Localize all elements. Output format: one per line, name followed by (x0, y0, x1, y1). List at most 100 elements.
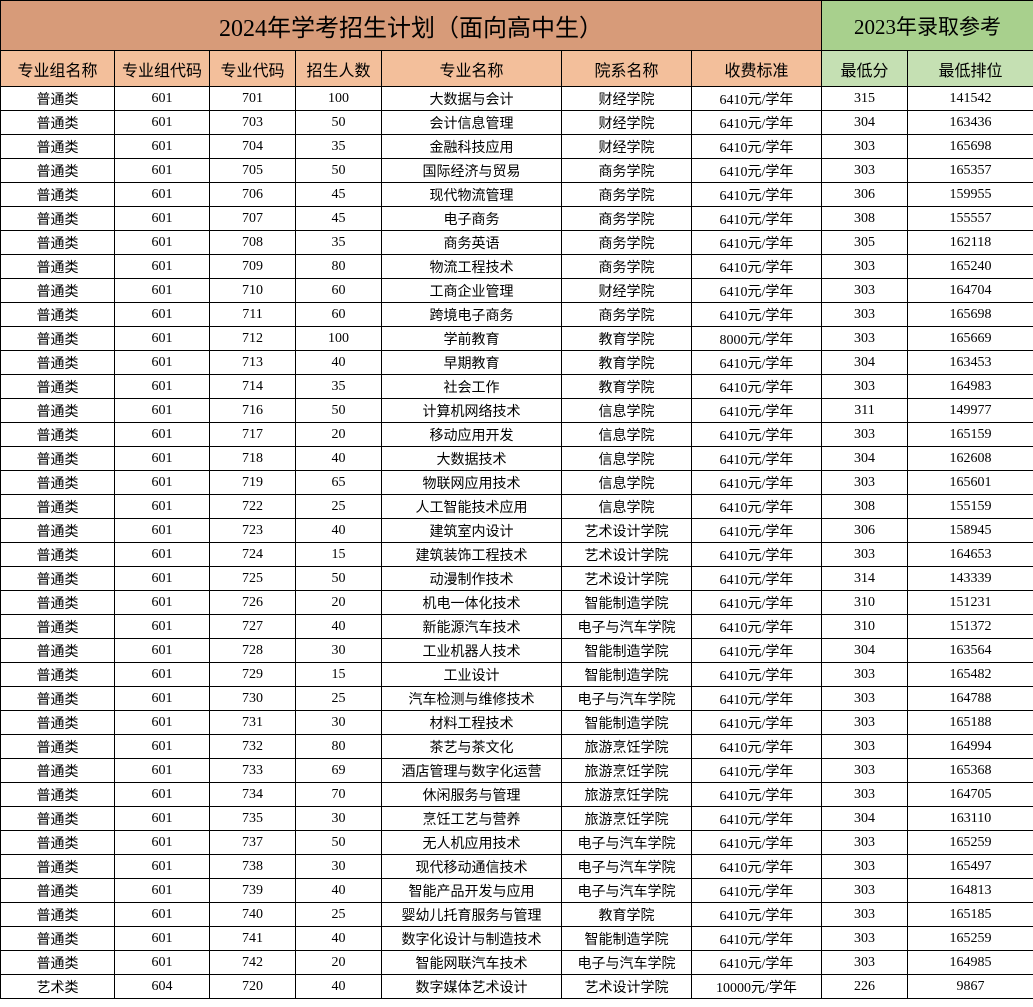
table-cell: 烹饪工艺与营养 (382, 807, 562, 831)
table-cell: 普通类 (1, 903, 115, 927)
header-major-name: 专业名称 (382, 51, 562, 87)
table-cell: 现代移动通信技术 (382, 855, 562, 879)
table-cell: 普通类 (1, 471, 115, 495)
table-row: 普通类60174025婴幼儿托育服务与管理教育学院6410元/学年3031651… (1, 903, 1033, 927)
table-cell: 旅游烹饪学院 (562, 759, 692, 783)
table-cell: 151231 (908, 591, 1033, 615)
table-cell: 6410元/学年 (692, 591, 822, 615)
table-cell: 704 (210, 135, 296, 159)
table-cell: 163110 (908, 807, 1033, 831)
table-cell: 165188 (908, 711, 1033, 735)
table-cell: 601 (115, 495, 210, 519)
table-cell: 普通类 (1, 135, 115, 159)
table-cell: 商务学院 (562, 159, 692, 183)
table-cell: 6410元/学年 (692, 279, 822, 303)
table-cell: 601 (115, 111, 210, 135)
table-cell: 739 (210, 879, 296, 903)
table-cell: 706 (210, 183, 296, 207)
table-cell: 303 (822, 951, 908, 975)
table-cell: 跨境电子商务 (382, 303, 562, 327)
table-cell: 310 (822, 615, 908, 639)
table-cell: 303 (822, 543, 908, 567)
table-cell: 601 (115, 783, 210, 807)
table-cell: 普通类 (1, 327, 115, 351)
table-cell: 45 (296, 207, 382, 231)
table-row: 普通类60172915工业设计智能制造学院6410元/学年303165482 (1, 663, 1033, 687)
table-cell: 712 (210, 327, 296, 351)
table-cell: 713 (210, 351, 296, 375)
table-cell: 303 (822, 423, 908, 447)
table-cell: 大数据与会计 (382, 87, 562, 111)
table-cell: 303 (822, 687, 908, 711)
table-row: 普通类60170645现代物流管理商务学院6410元/学年306159955 (1, 183, 1033, 207)
table-row: 普通类60170980物流工程技术商务学院6410元/学年303165240 (1, 255, 1033, 279)
table-row: 普通类60172550动漫制作技术艺术设计学院6410元/学年314143339 (1, 567, 1033, 591)
table-cell: 143339 (908, 567, 1033, 591)
table-cell: 6410元/学年 (692, 399, 822, 423)
table-cell: 737 (210, 831, 296, 855)
table-cell: 226 (822, 975, 908, 999)
table-row: 普通类601701100大数据与会计财经学院6410元/学年315141542 (1, 87, 1033, 111)
table-cell: 601 (115, 87, 210, 111)
table-cell: 60 (296, 279, 382, 303)
table-cell: 165357 (908, 159, 1033, 183)
table-cell: 80 (296, 255, 382, 279)
table-cell: 电子与汽车学院 (562, 615, 692, 639)
table-cell: 6410元/学年 (692, 543, 822, 567)
table-cell: 20 (296, 591, 382, 615)
table-cell: 机电一体化技术 (382, 591, 562, 615)
table-cell: 162608 (908, 447, 1033, 471)
table-cell: 6410元/学年 (692, 807, 822, 831)
table-row: 普通类60173830现代移动通信技术电子与汽车学院6410元/学年303165… (1, 855, 1033, 879)
table-cell: 601 (115, 375, 210, 399)
table-cell: 智能制造学院 (562, 663, 692, 687)
table-cell: 休闲服务与管理 (382, 783, 562, 807)
table-cell: 电子与汽车学院 (562, 687, 692, 711)
table-cell: 25 (296, 495, 382, 519)
table-cell: 710 (210, 279, 296, 303)
table-cell: 601 (115, 159, 210, 183)
table-cell: 601 (115, 807, 210, 831)
table-cell: 6410元/学年 (692, 711, 822, 735)
table-cell: 723 (210, 519, 296, 543)
table-cell: 601 (115, 735, 210, 759)
table-cell: 普通类 (1, 735, 115, 759)
table-cell: 80 (296, 735, 382, 759)
table-cell: 728 (210, 639, 296, 663)
table-cell: 6410元/学年 (692, 351, 822, 375)
table-cell: 720 (210, 975, 296, 999)
table-cell: 电子商务 (382, 207, 562, 231)
table-cell: 705 (210, 159, 296, 183)
table-cell: 50 (296, 567, 382, 591)
table-cell: 60 (296, 303, 382, 327)
table-cell: 165669 (908, 327, 1033, 351)
table-row: 普通类60173750无人机应用技术电子与汽车学院6410元/学年3031652… (1, 831, 1033, 855)
table-cell: 725 (210, 567, 296, 591)
table-cell: 艺术设计学院 (562, 975, 692, 999)
table-cell: 604 (115, 975, 210, 999)
table-cell: 733 (210, 759, 296, 783)
title-left: 2024年学考招生计划（面向高中生） (1, 1, 822, 51)
table-cell: 6410元/学年 (692, 231, 822, 255)
table-cell: 旅游烹饪学院 (562, 783, 692, 807)
title-row: 2024年学考招生计划（面向高中生） 2023年录取参考 (1, 1, 1033, 51)
table-cell: 163436 (908, 111, 1033, 135)
table-row: 普通类60172620机电一体化技术智能制造学院6410元/学年31015123… (1, 591, 1033, 615)
table-cell: 6410元/学年 (692, 207, 822, 231)
table-cell: 茶艺与茶文化 (382, 735, 562, 759)
table-cell: 教育学院 (562, 375, 692, 399)
table-cell: 教育学院 (562, 351, 692, 375)
table-cell: 601 (115, 255, 210, 279)
table-cell: 动漫制作技术 (382, 567, 562, 591)
table-cell: 电子与汽车学院 (562, 855, 692, 879)
table-cell: 6410元/学年 (692, 471, 822, 495)
table-cell: 303 (822, 735, 908, 759)
table-cell: 50 (296, 399, 382, 423)
table-cell: 30 (296, 639, 382, 663)
table-row: 普通类60173130材料工程技术智能制造学院6410元/学年303165188 (1, 711, 1033, 735)
table-cell: 6410元/学年 (692, 447, 822, 471)
table-row: 普通类60171720移动应用开发信息学院6410元/学年303165159 (1, 423, 1033, 447)
table-cell: 6410元/学年 (692, 735, 822, 759)
table-cell: 303 (822, 855, 908, 879)
table-cell: 601 (115, 519, 210, 543)
